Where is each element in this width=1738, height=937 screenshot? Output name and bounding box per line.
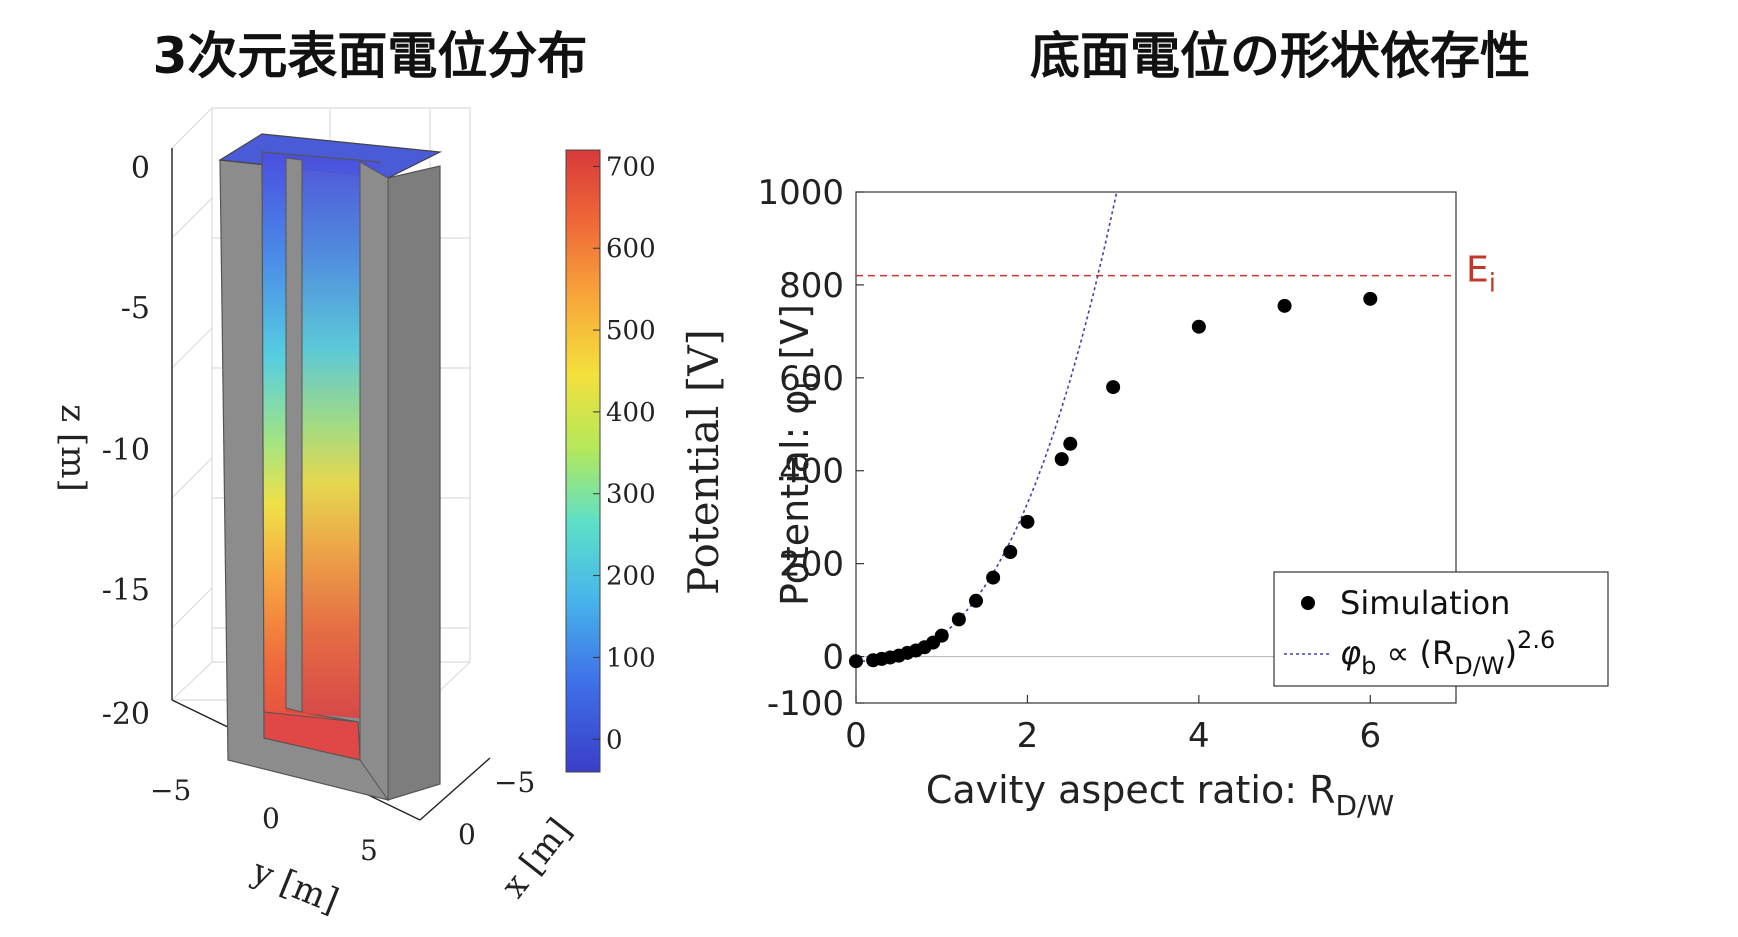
x-tick: 0 (458, 818, 476, 851)
y-tick-label: 0 (822, 638, 844, 678)
aspect-ratio-chart: Potential: φb [V] 10008006004002000-100 … (760, 173, 1609, 822)
cavity-back-wall (286, 156, 380, 720)
z-axis-ticks: 0 -5 -10 -15 -20 (102, 151, 150, 732)
x-tick-label: 4 (1188, 716, 1210, 756)
simulation-points (849, 291, 1378, 669)
simulation-point (1063, 436, 1078, 451)
simulation-point (1191, 319, 1206, 334)
right-chart-title: 底面電位の形状依存性 (1030, 27, 1530, 85)
colorbar-tick-label: 0 (606, 725, 623, 755)
cavity-block (218, 133, 443, 802)
simulation-point (1106, 380, 1121, 395)
y-axis-label-main: Potential: φ (773, 390, 817, 606)
surface-3d-chart: 0 -5 -10 -15 -20 z [m] −5 0 5 y [m] −5 0… (53, 107, 728, 922)
y-tick-label: 600 (779, 359, 844, 399)
y-axis-ticks: −5 0 5 (150, 774, 378, 867)
legend-marker-simulation (1301, 596, 1315, 610)
block-right-face (387, 165, 441, 801)
simulation-point (1363, 291, 1378, 306)
legend: Simulation φb ∝ (RD/W)2.6 (1273, 571, 1609, 687)
plot-frame (855, 191, 1457, 704)
y-axis-ticks: 1000 800 600 400 200 0 -100 (760, 173, 864, 724)
x-axis-ticks: 0 2 4 6 (845, 695, 1381, 756)
y-tick-label: -100 (767, 684, 844, 724)
legend-label-fit: φb ∝ (RD/W)2.6 (1340, 626, 1555, 680)
simulation-point (849, 654, 863, 669)
colorbar-tick-label: 500 (606, 316, 656, 346)
x-tick-label: 6 (1359, 716, 1381, 756)
simulation-point (986, 570, 1001, 585)
y-axis-label-unit: [V] (773, 304, 817, 372)
simulation-point (934, 628, 949, 643)
x-axis-label: Cavity aspect ratio: RD/W (926, 768, 1394, 822)
y-axis-label: y [m] (246, 851, 344, 922)
simulation-point (1277, 298, 1292, 313)
y-tick-label: 1000 (760, 173, 844, 213)
colorbar-tick-label: 200 (606, 562, 656, 592)
z-tick: -20 (102, 697, 150, 732)
threshold-label-sub: i (1489, 269, 1496, 299)
colorbar (565, 149, 601, 773)
colorbar-label: Potential [V] (679, 329, 728, 595)
x-tick: −5 (494, 766, 535, 799)
x-tick-label: 0 (845, 716, 867, 756)
x-axis-label-sub: D/W (1336, 789, 1395, 822)
inner-wall-slab (285, 157, 303, 713)
colorbar-tick-label: 100 (606, 643, 656, 673)
y-axis-label-sub: b (792, 372, 825, 390)
z-tick: 0 (131, 151, 150, 186)
z-axis-label: z [m] (53, 404, 93, 492)
x-axis-label-main: Cavity aspect ratio: R (926, 768, 1336, 812)
svg-text:Potential: φb [V]: Potential: φb [V] (773, 304, 825, 606)
colorbar-ticks: 700 600 500 400 300 200 100 0 (593, 152, 656, 755)
y-tick-label: 200 (779, 545, 844, 585)
y-axis-title: Potential: φb [V] (773, 304, 825, 606)
simulation-point (1003, 545, 1018, 560)
threshold-label-main: E (1466, 250, 1489, 291)
y-tick: 5 (360, 834, 378, 867)
simulation-point (969, 593, 983, 608)
colorbar-tick-label: 400 (606, 398, 656, 428)
z-tick: -15 (102, 573, 150, 608)
z-tick: -10 (102, 433, 150, 468)
legend-label-simulation: Simulation (1340, 584, 1510, 622)
legend-box (1273, 571, 1609, 687)
colorbar-tick-label: 700 (606, 152, 656, 182)
x-axis-ticks: −5 0 (458, 766, 535, 851)
y-tick: 0 (262, 802, 280, 835)
fit-curve (856, 192, 1118, 662)
right-wall-inner (359, 161, 389, 802)
x-axis-label: x [m] (494, 811, 580, 906)
colorbar-tick-label: 600 (606, 234, 656, 264)
colorbar-tick-label: 300 (606, 480, 656, 510)
y-tick-label: 800 (779, 266, 844, 306)
z-tick: -5 (121, 291, 150, 326)
simulation-point (1020, 514, 1035, 529)
left-chart-title: 3次元表面電位分布 (152, 27, 588, 85)
simulation-point (951, 612, 966, 627)
threshold-label: Ei (1466, 250, 1496, 299)
x-tick-label: 2 (1017, 716, 1039, 756)
simulation-point (1054, 452, 1069, 467)
y-tick: −5 (150, 774, 191, 807)
y-tick-label: 400 (779, 452, 844, 492)
